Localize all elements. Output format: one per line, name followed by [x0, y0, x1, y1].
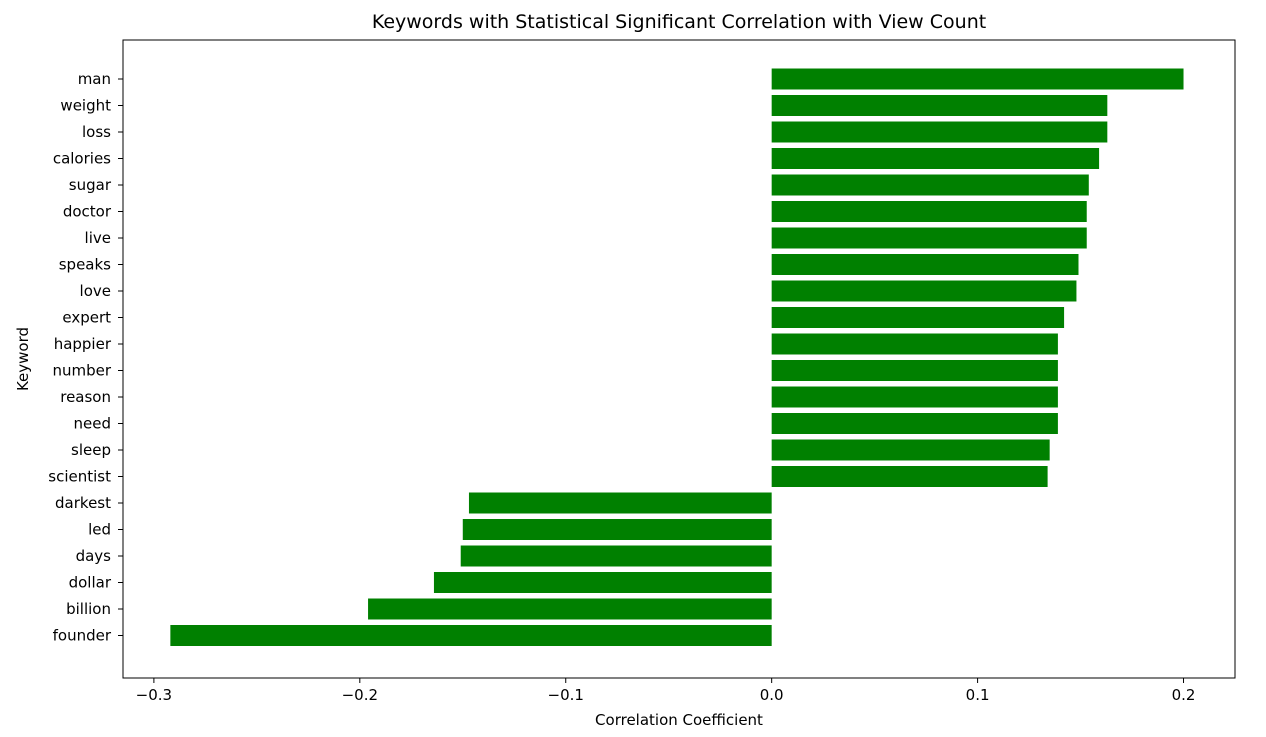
bar-led: [462, 519, 772, 540]
bar-loss: [771, 121, 1108, 143]
y-tick-label: scientist: [48, 468, 111, 486]
y-tick-label: calories: [53, 150, 111, 168]
plot-frame: [122, 39, 1236, 679]
bar-sleep: [771, 439, 1050, 461]
y-tick-label: founder: [53, 627, 112, 645]
y-tick-label: weight: [60, 97, 111, 115]
bar-darkest: [468, 492, 772, 514]
bar-days: [460, 545, 772, 567]
x-tick-label: 0.2: [1172, 686, 1196, 704]
y-tick-label: expert: [62, 309, 111, 327]
y-tick-label: led: [88, 521, 111, 539]
bar-reason: [771, 386, 1058, 408]
y-tick-label: speaks: [59, 256, 111, 274]
y-tick-label: doctor: [63, 203, 112, 221]
bar-calories: [771, 148, 1100, 169]
x-axis-ticks: −0.3 −0.2 −0.1 0.0 0.1 0.2: [136, 678, 1196, 704]
bar-live: [771, 227, 1087, 249]
bar-doctor: [771, 201, 1087, 222]
bars-layer: [170, 68, 1184, 646]
y-tick-label: happier: [54, 335, 112, 353]
y-tick-label: live: [85, 229, 111, 247]
x-axis-title: Correlation Coefficient: [595, 711, 763, 729]
y-tick-label: need: [74, 415, 112, 433]
x-tick-label: 0.1: [966, 686, 990, 704]
chart-title: Keywords with Statistical Significant Co…: [372, 11, 986, 33]
y-tick-label: love: [80, 282, 111, 300]
x-tick-label: −0.3: [136, 686, 172, 704]
y-tick-label: reason: [60, 388, 111, 406]
x-tick-label: −0.1: [548, 686, 584, 704]
y-axis-title: Keyword: [14, 327, 32, 391]
bar-number: [771, 360, 1058, 381]
bar-weight: [771, 95, 1108, 116]
y-tick-label: sleep: [71, 441, 111, 459]
y-tick-label: days: [76, 547, 112, 565]
bar-sugar: [771, 174, 1089, 196]
bar-need: [771, 413, 1058, 434]
bar-man: [771, 68, 1184, 90]
y-tick-label: loss: [82, 123, 111, 141]
y-tick-label: man: [78, 70, 111, 88]
bar-speaks: [771, 254, 1079, 275]
x-tick-label: −0.2: [342, 686, 378, 704]
bar-happier: [771, 333, 1058, 355]
y-tick-label: billion: [66, 600, 111, 618]
y-tick-label: dollar: [69, 574, 112, 592]
bar-love: [771, 280, 1077, 302]
bar-expert: [771, 307, 1065, 328]
bar-dollar: [433, 572, 772, 593]
bar-billion: [368, 598, 772, 620]
y-tick-label: sugar: [69, 176, 112, 194]
bar-scientist: [771, 466, 1048, 487]
y-axis-ticks: man weight loss calories sugar doctor live spea…: [48, 70, 123, 645]
y-tick-label: number: [52, 362, 111, 380]
x-tick-label: 0.0: [760, 686, 784, 704]
bar-founder: [170, 625, 772, 646]
y-tick-label: darkest: [55, 494, 111, 512]
